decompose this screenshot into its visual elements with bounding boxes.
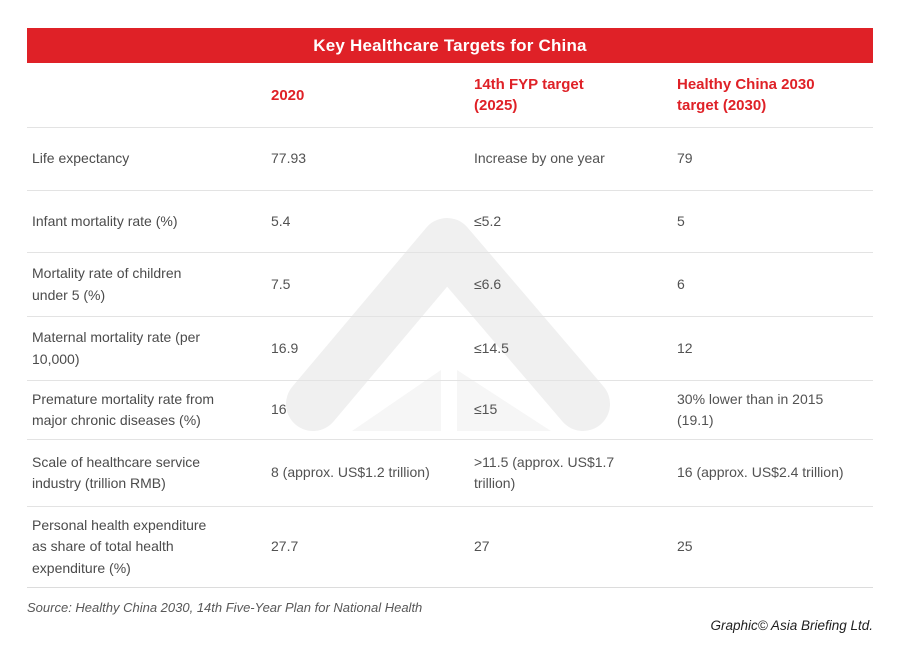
source-note: Source: Healthy China 2030, 14th Five-Ye… (27, 600, 423, 615)
row-label: Maternal mortality rate (per 10,000) (32, 329, 201, 367)
value-2020: 27.7 (271, 538, 299, 555)
value-2020: 8 (approx. US$1.2 trillion) (271, 464, 430, 481)
header-fyp-2025: 14th FYP target (2025) (474, 76, 584, 114)
header-2020: 2020 (271, 86, 305, 104)
value-fyp-2025: ≤14.5 (474, 339, 509, 356)
table-header-row: 2020 14th FYP target (2025) Healthy Chin… (27, 63, 873, 128)
table-row-life-expectancy: Life expectancy 77.93 Increase by one ye… (27, 128, 873, 191)
row-label: Scale of healthcare service industry (tr… (32, 453, 201, 492)
targets-table: 2020 14th FYP target (2025) Healthy Chin… (27, 63, 873, 588)
table-row-healthcare-industry-scale: Scale of healthcare service industry (tr… (27, 440, 873, 507)
value-hc-2030: 16 (approx. US$2.4 trillion) (677, 464, 844, 481)
value-fyp-2025: 27 (474, 538, 490, 555)
value-2020: 77.93 (271, 150, 307, 167)
value-hc-2030: 25 (677, 538, 693, 555)
table-title: Key Healthcare Targets for China (313, 35, 587, 55)
table-row-premature-mortality: Premature mortality rate from major chro… (27, 381, 873, 440)
value-hc-2030: 12 (677, 339, 693, 356)
value-hc-2030: 79 (677, 150, 693, 167)
header-indicator (27, 63, 271, 127)
row-label: Life expectancy (32, 150, 130, 167)
value-2020: 16 (271, 401, 287, 418)
value-fyp-2025: ≤6.6 (474, 275, 502, 292)
value-hc-2030: 6 (677, 275, 685, 292)
value-2020: 16.9 (271, 339, 299, 356)
value-hc-2030: 5 (677, 212, 685, 229)
value-hc-2030: 30% lower than in 2015 (19.1) (677, 390, 824, 429)
value-fyp-2025: >11.5 (approx. US$1.7 trillion) (474, 453, 615, 492)
value-2020: 7.5 (271, 275, 291, 292)
table-row-maternal-mortality: Maternal mortality rate (per 10,000) 16.… (27, 317, 873, 381)
value-2020: 5.4 (271, 212, 291, 229)
value-fyp-2025: ≤5.2 (474, 212, 502, 229)
row-label: Premature mortality rate from major chro… (32, 390, 215, 429)
title-bar: Key Healthcare Targets for China (27, 28, 873, 63)
header-healthy-china-2030: Healthy China 2030 target (2030) (677, 76, 815, 114)
value-fyp-2025: ≤15 (474, 401, 498, 418)
row-label: Personal health expenditure as share of … (32, 516, 207, 576)
row-label: Infant mortality rate (%) (32, 212, 178, 229)
row-label: Mortality rate of children under 5 (%) (32, 265, 182, 303)
table-row-under5-mortality: Mortality rate of children under 5 (%) 7… (27, 253, 873, 317)
value-fyp-2025: Increase by one year (474, 150, 605, 167)
graphic-credit: Graphic© Asia Briefing Ltd. (710, 618, 873, 633)
table-row-personal-health-expenditure: Personal health expenditure as share of … (27, 507, 873, 588)
table-row-infant-mortality: Infant mortality rate (%) 5.4 ≤5.2 5 (27, 191, 873, 253)
